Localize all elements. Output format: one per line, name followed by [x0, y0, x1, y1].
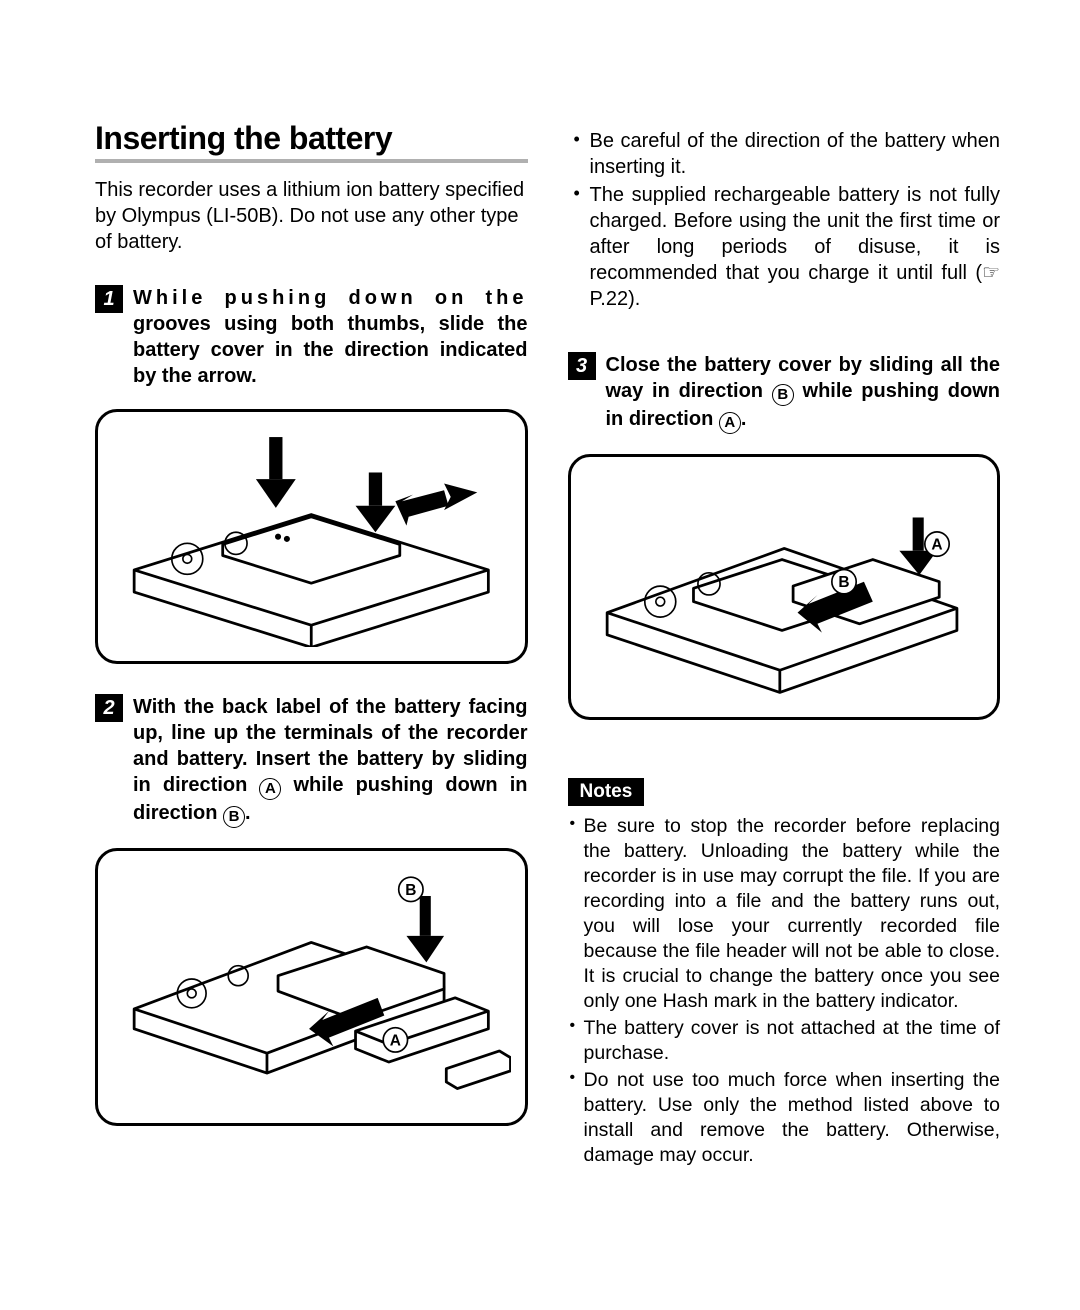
step-2: 2 With the back label of the battery fac… [95, 694, 528, 828]
label-a-icon: A [719, 412, 741, 434]
svg-text:A: A [931, 537, 942, 554]
page-columns: Inserting the battery This recorder uses… [95, 120, 1000, 1170]
tip-item: Be careful of the direction of the batte… [568, 128, 1001, 180]
diagram-3: A B [568, 454, 1001, 720]
step-3: 3 Close the battery cover by sliding all… [568, 352, 1001, 434]
diagram-2: B A [95, 848, 528, 1126]
device-illustration: B A [112, 865, 511, 1109]
step-number: 1 [95, 285, 123, 313]
left-column: Inserting the battery This recorder uses… [95, 120, 528, 1170]
note-item: Do not use too much force when inserting… [568, 1068, 1001, 1168]
step-text: With the back label of the battery facin… [133, 694, 528, 828]
label-a-icon: A [259, 778, 281, 800]
diagram-1 [95, 409, 528, 664]
intro-text: This recorder uses a lithium ion battery… [95, 177, 528, 255]
step-text: Close the battery cover by sliding all t… [606, 352, 1001, 434]
step-text: While pushing down on the grooves using … [133, 285, 528, 389]
step-1: 1 While pushing down on the grooves usin… [95, 285, 528, 389]
svg-text:B: B [405, 882, 416, 899]
notes-list: Be sure to stop the recorder before repl… [568, 814, 1001, 1167]
step-number: 3 [568, 352, 596, 380]
notes-heading: Notes [568, 778, 645, 806]
right-column: Be careful of the direction of the batte… [568, 120, 1001, 1170]
svg-text:B: B [838, 574, 849, 591]
note-item: The battery cover is not attached at the… [568, 1016, 1001, 1066]
tip-list: Be careful of the direction of the batte… [568, 128, 1001, 312]
section-title: Inserting the battery [95, 120, 528, 163]
step-number: 2 [95, 694, 123, 722]
device-illustration [112, 426, 511, 647]
label-b-icon: B [223, 806, 245, 828]
device-illustration: A B [585, 471, 984, 703]
note-item: Be sure to stop the recorder before repl… [568, 814, 1001, 1014]
label-b-icon: B [772, 384, 794, 406]
tip-item: The supplied rechargeable battery is not… [568, 182, 1001, 312]
svg-text:A: A [390, 1033, 401, 1050]
